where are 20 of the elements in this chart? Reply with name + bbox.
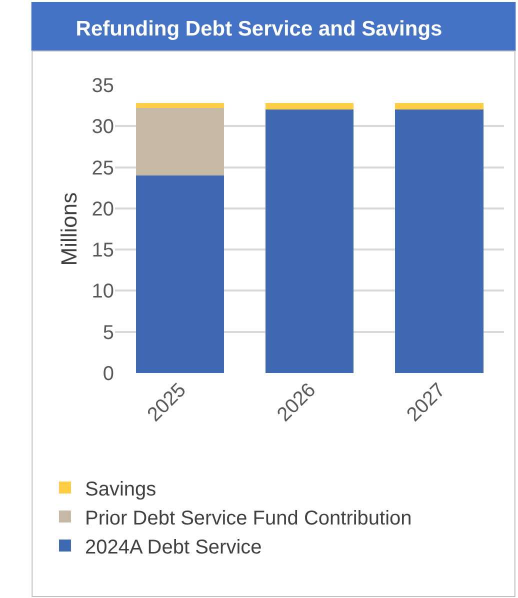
bar — [136, 103, 224, 108]
y-tick-label: 0 — [102, 363, 114, 385]
y-axis-title: Millions — [56, 192, 82, 266]
bar — [265, 110, 354, 373]
y-tick-label: 35 — [92, 75, 114, 97]
legend-label: Savings — [84, 478, 156, 500]
y-tick-label: 25 — [92, 157, 114, 180]
y-tick-label: 5 — [102, 322, 114, 344]
bar — [395, 110, 484, 373]
bar — [136, 108, 224, 176]
legend-label: Prior Debt Service Fund Contribution — [84, 507, 412, 530]
bar — [136, 176, 224, 373]
bar — [265, 103, 354, 110]
legend-label: 2024A Debt Service — [84, 536, 262, 558]
chart-title: Refunding Debt Service and Savings — [76, 17, 442, 40]
y-tick-label: 20 — [92, 198, 114, 220]
bar — [395, 103, 484, 110]
y-tick-label: 15 — [92, 240, 114, 262]
y-tick-label: 10 — [92, 280, 114, 303]
y-tick-label: 30 — [92, 116, 114, 138]
